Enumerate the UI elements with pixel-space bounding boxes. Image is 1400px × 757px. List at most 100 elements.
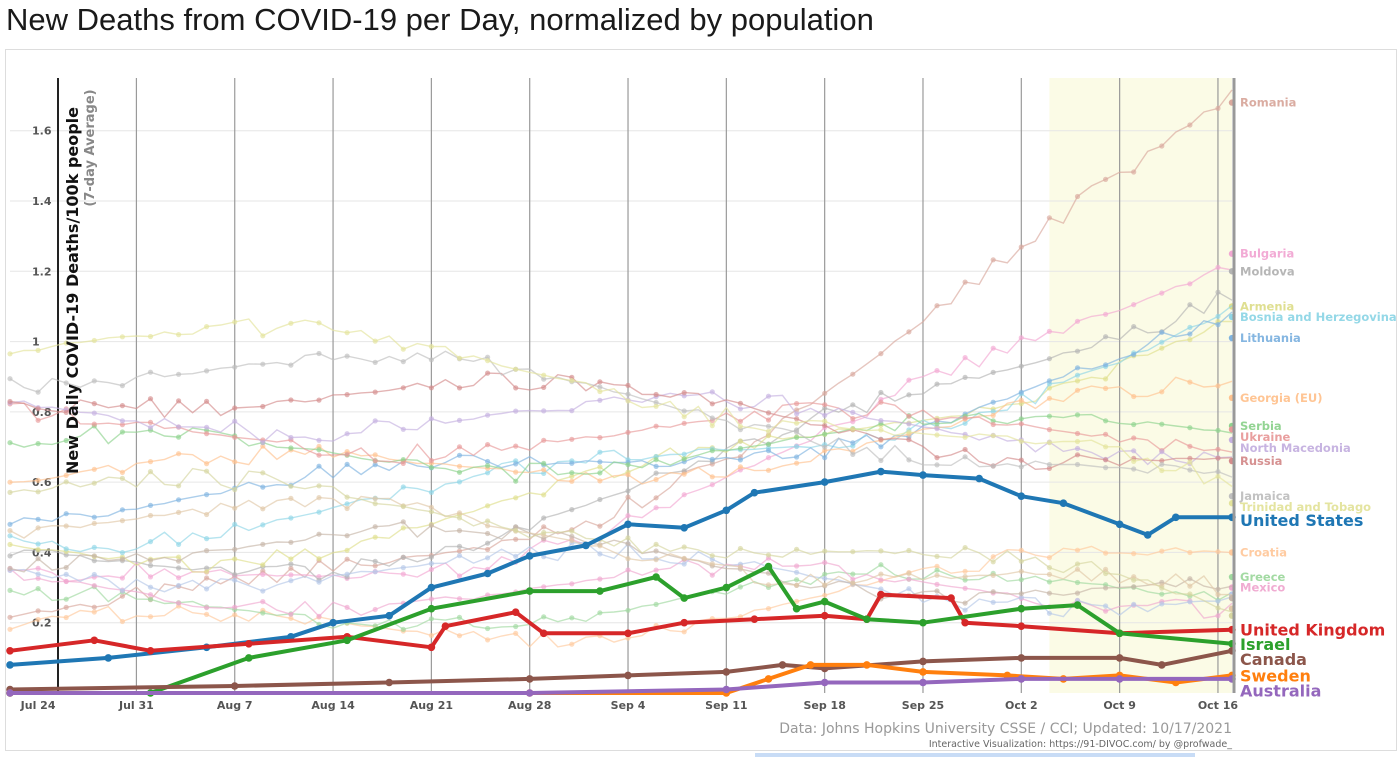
covid-deaths-chart[interactable]: 0.20.40.60.811.21.41.6RomaniaBulgariaMol… — [6, 50, 1396, 750]
background-series-point — [990, 554, 996, 560]
highlighted-series-point — [329, 618, 337, 627]
background-series-point — [63, 409, 69, 415]
background-series-point — [541, 470, 547, 476]
page-title: New Deaths from COVID-19 per Day, normal… — [6, 2, 874, 37]
background-series-point — [119, 618, 125, 625]
background-series-point — [35, 389, 41, 395]
background-series-point — [91, 609, 97, 615]
background-series-point — [794, 416, 800, 422]
background-series-point — [1215, 591, 1221, 598]
background-series-point — [1103, 376, 1109, 382]
background-series-point — [878, 457, 884, 464]
background-series-point — [990, 559, 996, 565]
highlighted-series-point — [146, 647, 155, 655]
background-series-point — [1159, 467, 1165, 474]
background-series-point — [934, 368, 940, 374]
background-series-point — [288, 615, 294, 621]
background-series-point — [260, 484, 266, 490]
highlighted-series-point — [525, 587, 534, 595]
background-series-point — [653, 423, 659, 429]
background-series-point — [63, 546, 69, 552]
background-series-point — [906, 586, 912, 592]
background-series-point — [709, 474, 715, 480]
background-series-point — [541, 515, 547, 521]
background-series-point — [63, 472, 69, 478]
background-series-point — [653, 567, 659, 573]
x-tick-label: Aug 28 — [508, 699, 551, 712]
background-series-point — [1187, 583, 1193, 589]
background-series-point — [204, 468, 210, 474]
series-end-label: Mexico — [1240, 581, 1285, 595]
background-series-point — [906, 437, 912, 443]
background-series-point — [1131, 584, 1137, 590]
highlighted-series-point — [230, 682, 239, 690]
background-series-point — [962, 607, 968, 613]
background-series-point — [653, 495, 659, 501]
background-series-point — [1159, 345, 1165, 351]
background-series-point — [737, 423, 744, 429]
background-series-point — [91, 544, 97, 550]
background-series-point — [147, 614, 154, 620]
background-series-point — [653, 557, 659, 563]
background-series-point — [344, 556, 350, 562]
background-series-line — [9, 89, 1233, 618]
background-series-point — [204, 569, 210, 575]
background-series-point — [934, 426, 940, 432]
highlighted-series-point — [427, 604, 436, 613]
highlighted-series-point — [820, 478, 829, 486]
background-series-point — [400, 503, 406, 510]
background-series-line — [9, 266, 1233, 583]
background-series-point — [1159, 461, 1165, 467]
background-series-point — [597, 379, 603, 385]
background-series-point — [288, 362, 294, 368]
background-series-point — [63, 523, 69, 529]
background-series-point — [1215, 264, 1221, 270]
background-series-point — [456, 444, 463, 450]
highlighted-series-point — [624, 520, 632, 529]
background-series-point — [176, 509, 182, 515]
background-series-point — [91, 337, 97, 344]
background-series-point — [1131, 601, 1137, 608]
background-series-point — [597, 551, 603, 557]
background-series-point — [288, 556, 294, 562]
background-series-point — [906, 547, 912, 554]
horizontal-scrollbar[interactable] — [755, 753, 1195, 757]
highlighted-series-point — [877, 467, 885, 476]
background-series-point — [485, 503, 491, 509]
background-series-point — [400, 346, 406, 352]
background-series-point — [709, 561, 715, 567]
highlighted-series-point — [750, 615, 759, 623]
background-series-point — [91, 480, 97, 486]
background-series-point — [400, 460, 406, 466]
background-series-point — [176, 424, 182, 430]
background-series-point — [7, 351, 13, 357]
background-series-point — [456, 548, 463, 554]
background-series-point — [765, 455, 772, 461]
background-series-point — [147, 539, 154, 545]
background-series-point — [232, 612, 238, 618]
series-end-label: Trinidad and Tobago — [1240, 500, 1371, 514]
background-series-point — [625, 488, 631, 494]
background-series-point — [91, 571, 97, 578]
background-series-point — [1187, 467, 1193, 473]
background-series-point — [485, 523, 491, 529]
background-series-point — [456, 510, 463, 516]
background-series-point — [147, 592, 154, 598]
background-series-point — [597, 384, 603, 390]
background-series-point — [372, 563, 378, 569]
background-series-point — [1074, 430, 1081, 437]
background-series-point — [204, 536, 210, 542]
background-series-point — [990, 408, 996, 415]
background-series-point — [288, 515, 294, 521]
background-series-point — [1018, 335, 1024, 341]
background-series-point — [597, 397, 603, 403]
background-series-point — [850, 402, 856, 408]
background-series-point — [456, 633, 463, 639]
background-series-point — [260, 443, 266, 449]
background-series-point — [541, 524, 547, 530]
background-series-point — [962, 574, 968, 580]
background-series-point — [372, 534, 378, 540]
background-series-point — [794, 577, 800, 583]
background-series-point — [1074, 372, 1081, 378]
background-series-point — [1018, 416, 1024, 422]
